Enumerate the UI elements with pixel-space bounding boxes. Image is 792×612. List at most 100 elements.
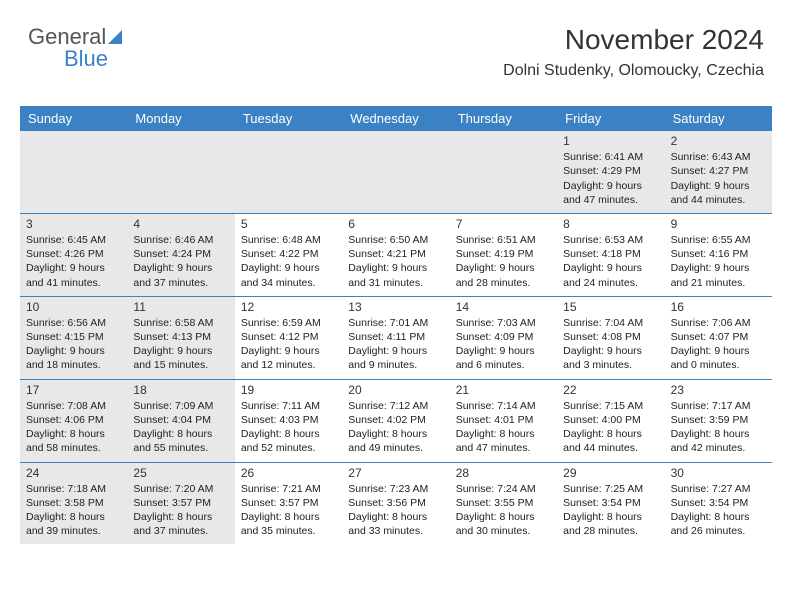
day-number: 7 (456, 216, 551, 232)
sunrise-line: Sunrise: 7:27 AM (671, 482, 766, 496)
day-header-wednesday: Wednesday (342, 106, 449, 131)
day-cell: 14Sunrise: 7:03 AMSunset: 4:09 PMDayligh… (450, 297, 557, 379)
daylight-line: Daylight: 8 hours and 47 minutes. (456, 427, 551, 455)
sunrise-line: Sunrise: 6:46 AM (133, 233, 228, 247)
week-row: 10Sunrise: 6:56 AMSunset: 4:15 PMDayligh… (20, 297, 772, 380)
sunrise-line: Sunrise: 6:53 AM (563, 233, 658, 247)
day-number: 16 (671, 299, 766, 315)
day-number: 29 (563, 465, 658, 481)
empty-cell (342, 131, 449, 213)
sunrise-line: Sunrise: 7:14 AM (456, 399, 551, 413)
day-header-thursday: Thursday (450, 106, 557, 131)
daylight-line: Daylight: 9 hours and 24 minutes. (563, 261, 658, 289)
day-cell: 26Sunrise: 7:21 AMSunset: 3:57 PMDayligh… (235, 463, 342, 545)
daylight-line: Daylight: 8 hours and 37 minutes. (133, 510, 228, 538)
daylight-line: Daylight: 8 hours and 58 minutes. (26, 427, 121, 455)
sunset-line: Sunset: 3:59 PM (671, 413, 766, 427)
daylight-line: Daylight: 9 hours and 15 minutes. (133, 344, 228, 372)
sunrise-line: Sunrise: 6:50 AM (348, 233, 443, 247)
sunset-line: Sunset: 4:12 PM (241, 330, 336, 344)
day-cell: 30Sunrise: 7:27 AMSunset: 3:54 PMDayligh… (665, 463, 772, 545)
logo: General Blue (28, 24, 122, 72)
daylight-line: Daylight: 8 hours and 28 minutes. (563, 510, 658, 538)
sunrise-line: Sunrise: 7:09 AM (133, 399, 228, 413)
daylight-line: Daylight: 8 hours and 33 minutes. (348, 510, 443, 538)
sunrise-line: Sunrise: 6:43 AM (671, 150, 766, 164)
sunrise-line: Sunrise: 6:56 AM (26, 316, 121, 330)
sunrise-line: Sunrise: 6:45 AM (26, 233, 121, 247)
week-row: 24Sunrise: 7:18 AMSunset: 3:58 PMDayligh… (20, 463, 772, 545)
sunset-line: Sunset: 4:03 PM (241, 413, 336, 427)
day-cell: 5Sunrise: 6:48 AMSunset: 4:22 PMDaylight… (235, 214, 342, 296)
day-cell: 21Sunrise: 7:14 AMSunset: 4:01 PMDayligh… (450, 380, 557, 462)
sunset-line: Sunset: 4:21 PM (348, 247, 443, 261)
sunset-line: Sunset: 4:11 PM (348, 330, 443, 344)
daylight-line: Daylight: 9 hours and 47 minutes. (563, 179, 658, 207)
sunset-line: Sunset: 4:19 PM (456, 247, 551, 261)
calendar: SundayMondayTuesdayWednesdayThursdayFrid… (20, 106, 772, 544)
day-cell: 9Sunrise: 6:55 AMSunset: 4:16 PMDaylight… (665, 214, 772, 296)
day-cell: 8Sunrise: 6:53 AMSunset: 4:18 PMDaylight… (557, 214, 664, 296)
day-header-saturday: Saturday (665, 106, 772, 131)
sunrise-line: Sunrise: 7:23 AM (348, 482, 443, 496)
sunset-line: Sunset: 4:26 PM (26, 247, 121, 261)
day-number: 12 (241, 299, 336, 315)
day-cell: 1Sunrise: 6:41 AMSunset: 4:29 PMDaylight… (557, 131, 664, 213)
day-cell: 24Sunrise: 7:18 AMSunset: 3:58 PMDayligh… (20, 463, 127, 545)
day-number: 11 (133, 299, 228, 315)
logo-triangle-icon (108, 30, 122, 44)
sunrise-line: Sunrise: 6:59 AM (241, 316, 336, 330)
day-number: 2 (671, 133, 766, 149)
day-number: 17 (26, 382, 121, 398)
sunrise-line: Sunrise: 7:06 AM (671, 316, 766, 330)
day-cell: 15Sunrise: 7:04 AMSunset: 4:08 PMDayligh… (557, 297, 664, 379)
daylight-line: Daylight: 9 hours and 18 minutes. (26, 344, 121, 372)
sunrise-line: Sunrise: 6:48 AM (241, 233, 336, 247)
day-header-row: SundayMondayTuesdayWednesdayThursdayFrid… (20, 106, 772, 131)
sunrise-line: Sunrise: 7:11 AM (241, 399, 336, 413)
day-number: 23 (671, 382, 766, 398)
day-number: 28 (456, 465, 551, 481)
daylight-line: Daylight: 9 hours and 28 minutes. (456, 261, 551, 289)
day-number: 22 (563, 382, 658, 398)
sunset-line: Sunset: 4:08 PM (563, 330, 658, 344)
sunset-line: Sunset: 4:07 PM (671, 330, 766, 344)
day-number: 24 (26, 465, 121, 481)
sunrise-line: Sunrise: 7:24 AM (456, 482, 551, 496)
sunrise-line: Sunrise: 7:17 AM (671, 399, 766, 413)
day-number: 20 (348, 382, 443, 398)
sunrise-line: Sunrise: 7:12 AM (348, 399, 443, 413)
sunrise-line: Sunrise: 6:41 AM (563, 150, 658, 164)
daylight-line: Daylight: 8 hours and 35 minutes. (241, 510, 336, 538)
day-number: 14 (456, 299, 551, 315)
daylight-line: Daylight: 9 hours and 21 minutes. (671, 261, 766, 289)
sunrise-line: Sunrise: 7:25 AM (563, 482, 658, 496)
logo-text-2: Blue (64, 46, 122, 72)
day-number: 4 (133, 216, 228, 232)
day-cell: 7Sunrise: 6:51 AMSunset: 4:19 PMDaylight… (450, 214, 557, 296)
day-number: 9 (671, 216, 766, 232)
day-number: 5 (241, 216, 336, 232)
day-cell: 17Sunrise: 7:08 AMSunset: 4:06 PMDayligh… (20, 380, 127, 462)
sunrise-line: Sunrise: 6:51 AM (456, 233, 551, 247)
sunset-line: Sunset: 4:29 PM (563, 164, 658, 178)
day-header-sunday: Sunday (20, 106, 127, 131)
day-number: 1 (563, 133, 658, 149)
day-number: 27 (348, 465, 443, 481)
daylight-line: Daylight: 9 hours and 9 minutes. (348, 344, 443, 372)
sunset-line: Sunset: 3:58 PM (26, 496, 121, 510)
daylight-line: Daylight: 9 hours and 44 minutes. (671, 179, 766, 207)
day-cell: 12Sunrise: 6:59 AMSunset: 4:12 PMDayligh… (235, 297, 342, 379)
day-cell: 6Sunrise: 6:50 AMSunset: 4:21 PMDaylight… (342, 214, 449, 296)
sunset-line: Sunset: 4:00 PM (563, 413, 658, 427)
day-number: 25 (133, 465, 228, 481)
daylight-line: Daylight: 9 hours and 12 minutes. (241, 344, 336, 372)
sunrise-line: Sunrise: 7:08 AM (26, 399, 121, 413)
week-row: 17Sunrise: 7:08 AMSunset: 4:06 PMDayligh… (20, 380, 772, 463)
daylight-line: Daylight: 8 hours and 30 minutes. (456, 510, 551, 538)
empty-cell (20, 131, 127, 213)
day-number: 18 (133, 382, 228, 398)
daylight-line: Daylight: 9 hours and 34 minutes. (241, 261, 336, 289)
sunrise-line: Sunrise: 6:55 AM (671, 233, 766, 247)
sunset-line: Sunset: 4:09 PM (456, 330, 551, 344)
